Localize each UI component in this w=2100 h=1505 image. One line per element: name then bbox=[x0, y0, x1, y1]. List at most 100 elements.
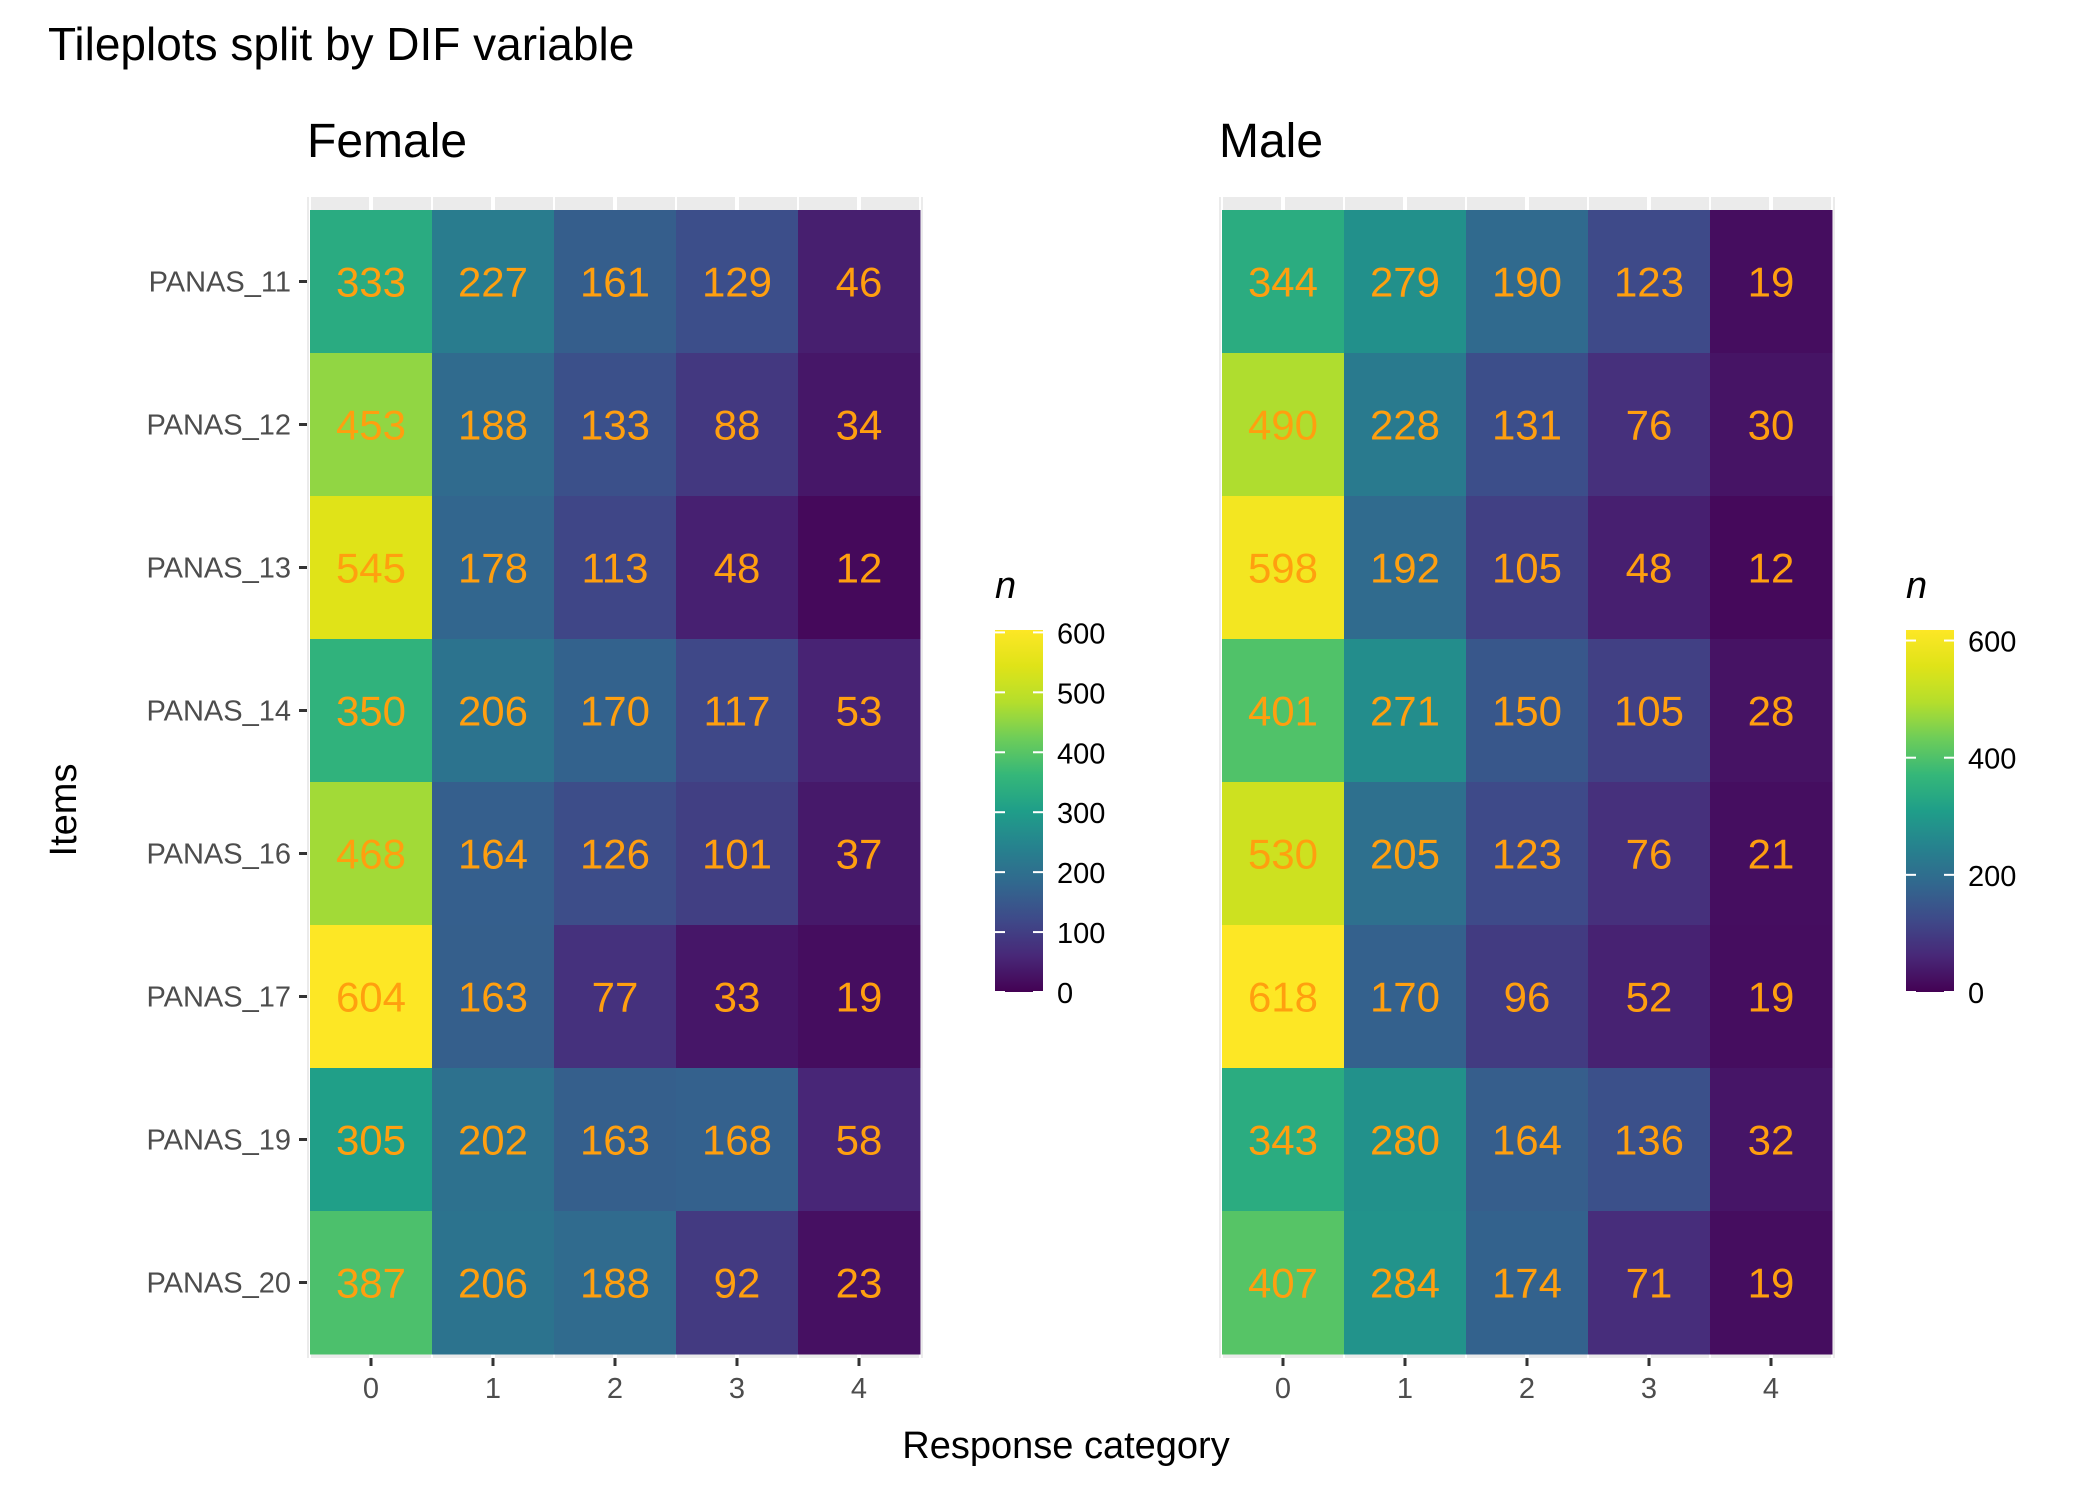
y-tick-label: PANAS_14 bbox=[146, 696, 291, 728]
y-tick-label: PANAS_16 bbox=[146, 839, 291, 871]
legend-tick-label: 0 bbox=[1968, 978, 1984, 1010]
legend-colorbar bbox=[995, 630, 1043, 992]
heatmap-tile bbox=[432, 353, 555, 497]
heatmap-tile bbox=[1710, 1068, 1833, 1212]
heatmap-tile bbox=[1710, 782, 1833, 926]
heatmap-tile bbox=[1222, 1068, 1345, 1212]
heatmap-tile bbox=[1344, 639, 1467, 783]
tile-value-label: 71 bbox=[1626, 1260, 1673, 1307]
tile-value-label: 136 bbox=[1614, 1117, 1684, 1164]
tile-value-label: 19 bbox=[1748, 259, 1795, 306]
tile-value-label: 333 bbox=[336, 259, 406, 306]
heatmap-tile bbox=[1344, 925, 1467, 1069]
heatmap-tile bbox=[1344, 353, 1467, 497]
tile-value-label: 92 bbox=[714, 1260, 761, 1307]
heatmap-tile bbox=[432, 1211, 555, 1355]
legend-tick-label: 600 bbox=[1968, 627, 2016, 659]
tile-value-label: 77 bbox=[592, 974, 639, 1021]
tile-value-label: 227 bbox=[458, 259, 528, 306]
heatmap-tile bbox=[1222, 639, 1345, 783]
heatmap-tile bbox=[1344, 210, 1467, 354]
tile-value-label: 280 bbox=[1370, 1117, 1440, 1164]
tile-value-label: 76 bbox=[1626, 402, 1673, 449]
heatmap-tile bbox=[1344, 1211, 1467, 1355]
tile-value-label: 163 bbox=[458, 974, 528, 1021]
tile-value-label: 271 bbox=[1370, 688, 1440, 735]
y-tick-label: PANAS_19 bbox=[146, 1125, 291, 1157]
x-tick-label: 3 bbox=[1641, 1373, 1657, 1405]
tile-value-label: 123 bbox=[1614, 259, 1684, 306]
heatmap-tile bbox=[310, 210, 433, 354]
legend-tick-label: 0 bbox=[1057, 978, 1073, 1010]
heatmap-tile bbox=[1710, 925, 1833, 1069]
tile-value-label: 37 bbox=[836, 831, 883, 878]
tile-value-label: 113 bbox=[582, 545, 649, 592]
heatmap-tile bbox=[310, 353, 433, 497]
x-tick-label: 2 bbox=[607, 1373, 623, 1405]
tile-value-label: 131 bbox=[1492, 402, 1562, 449]
tile-value-label: 202 bbox=[458, 1117, 528, 1164]
heatmap-tile bbox=[798, 639, 921, 783]
tile-value-label: 105 bbox=[1614, 688, 1684, 735]
legend-tick-label: 400 bbox=[1057, 738, 1105, 770]
legend-male: n 600 400 200 0 bbox=[1906, 565, 2016, 1010]
tile-value-label: 192 bbox=[1370, 545, 1440, 592]
heatmap-tile bbox=[1466, 210, 1589, 354]
tile-value-label: 88 bbox=[714, 402, 761, 449]
heatmap-tile bbox=[1588, 782, 1711, 926]
tile-value-label: 401 bbox=[1248, 688, 1318, 735]
heatmap-tile bbox=[1588, 1068, 1711, 1212]
y-tick-label: PANAS_11 bbox=[149, 267, 291, 299]
heatmap-tile bbox=[1588, 210, 1711, 354]
heatmap-tile bbox=[1344, 782, 1467, 926]
tile-value-label: 205 bbox=[1370, 831, 1440, 878]
x-tick-label: 1 bbox=[485, 1373, 501, 1405]
heatmap-tile bbox=[676, 1068, 799, 1212]
tile-value-label: 34 bbox=[836, 402, 883, 449]
tile-value-label: 284 bbox=[1370, 1260, 1440, 1307]
x-tick-label: 0 bbox=[363, 1373, 379, 1405]
heatmap-tile bbox=[1466, 639, 1589, 783]
heatmap-tile bbox=[1588, 1211, 1711, 1355]
tile-value-label: 530 bbox=[1248, 831, 1318, 878]
heatmap-tile bbox=[798, 925, 921, 1069]
heatmap-tile bbox=[432, 639, 555, 783]
tile-value-label: 21 bbox=[1748, 831, 1795, 878]
tile-value-label: 344 bbox=[1248, 259, 1318, 306]
heatmap-tile bbox=[1222, 210, 1345, 354]
heatmap-tile bbox=[1222, 353, 1345, 497]
panel-title: Female bbox=[307, 115, 467, 168]
tile-value-label: 123 bbox=[1492, 831, 1562, 878]
heatmap-tile bbox=[676, 210, 799, 354]
legend-title: n bbox=[995, 565, 1016, 607]
tile-value-label: 468 bbox=[336, 831, 406, 878]
tile-value-label: 453 bbox=[336, 402, 406, 449]
heatmap-tile bbox=[310, 782, 433, 926]
heatmap-tile bbox=[1710, 1211, 1833, 1355]
y-axis-title: Items bbox=[43, 764, 85, 857]
y-tick-label: PANAS_13 bbox=[146, 553, 291, 585]
heatmap-tile bbox=[1466, 925, 1589, 1069]
heatmap-tile bbox=[554, 210, 677, 354]
tile-value-label: 618 bbox=[1248, 974, 1318, 1021]
heatmap-tile bbox=[1466, 782, 1589, 926]
tile-value-label: 126 bbox=[580, 831, 650, 878]
legend-female: n 600 500 400 300 200 100 0 bbox=[995, 565, 1105, 1010]
heatmap-tile bbox=[676, 353, 799, 497]
heatmap-tile bbox=[1222, 782, 1345, 926]
tile-value-label: 228 bbox=[1370, 402, 1440, 449]
y-tick-label: PANAS_20 bbox=[146, 1268, 291, 1300]
heatmap-tile bbox=[310, 925, 433, 1069]
tile-value-label: 178 bbox=[458, 545, 528, 592]
tile-value-label: 101 bbox=[702, 831, 772, 878]
heatmap-tile bbox=[432, 782, 555, 926]
heatmap-tile bbox=[798, 496, 921, 640]
tile-value-label: 12 bbox=[1748, 545, 1795, 592]
heatmap-tile bbox=[798, 353, 921, 497]
heatmap-tile bbox=[676, 925, 799, 1069]
tile-value-label: 28 bbox=[1748, 688, 1795, 735]
tile-value-label: 19 bbox=[836, 974, 883, 1021]
